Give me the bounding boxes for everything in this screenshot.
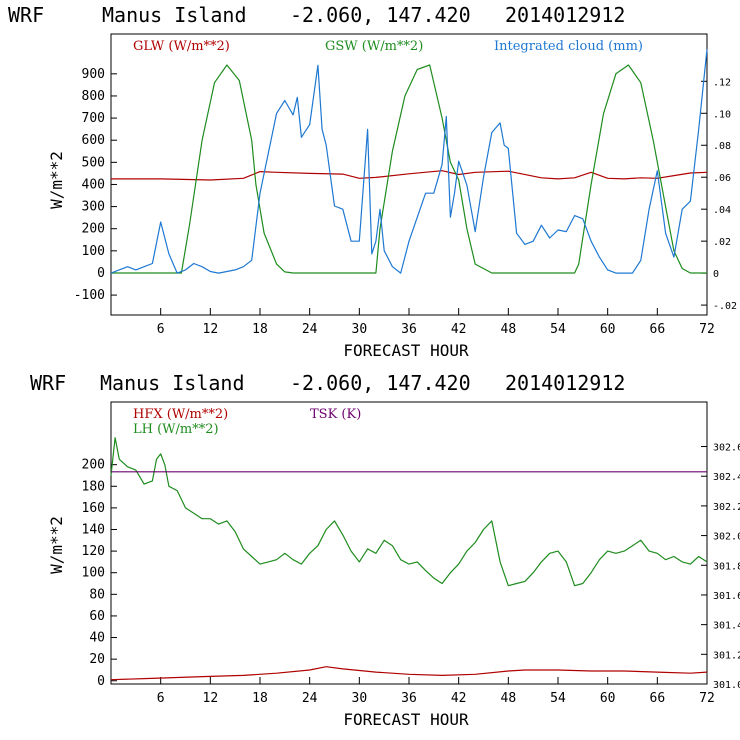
- y-tick-label: 200: [82, 458, 105, 473]
- y2-tick-label: 302.0: [713, 532, 740, 543]
- y2-tick-label: 301.4: [713, 621, 740, 632]
- y-tick-label: 60: [89, 609, 105, 624]
- bot-series-line-hfx: [110, 666, 708, 681]
- y-tick-label: 200: [82, 222, 105, 237]
- x-tick-label: 6: [157, 691, 165, 706]
- y-tick-label: 180: [82, 479, 105, 494]
- chart-bottom-header-run: 2014012912: [505, 371, 625, 395]
- chart-top-header-model: WRF: [8, 3, 44, 27]
- chart-bottom-legend-tsk: TSK (K): [310, 407, 361, 422]
- y-tick-label: 500: [82, 155, 105, 170]
- x-tick-label: 66: [650, 322, 666, 337]
- x-tick-label: 6: [157, 322, 165, 337]
- y-tick-label: -100: [74, 288, 105, 303]
- chart-top-x-label: FORECAST HOUR: [343, 341, 469, 360]
- y2-tick-label: 0: [713, 269, 719, 280]
- chart-bottom-header-location: Manus Island: [100, 371, 245, 395]
- x-tick-label: 54: [550, 322, 566, 337]
- x-tick-label: 30: [352, 322, 368, 337]
- top-series-line-gsw: [111, 64, 707, 274]
- y2-tick-label: .08: [713, 141, 731, 152]
- y-tick-label: 800: [82, 89, 105, 104]
- y-tick-label: 700: [82, 111, 105, 126]
- x-tick-label: 42: [451, 322, 467, 337]
- chart-bottom-legend-lh: LH (W/m**2): [133, 422, 219, 437]
- y2-tick-label: -.02: [713, 301, 737, 312]
- y-tick-label: 40: [89, 631, 105, 646]
- x-tick-label: 72: [699, 691, 715, 706]
- y-tick-label: 80: [89, 587, 105, 602]
- y2-tick-label: 301.8: [713, 561, 740, 572]
- chart-top-series: [110, 49, 708, 274]
- chart-top-legend-glw: GLW (W/m**2): [133, 39, 230, 54]
- x-tick-label: 12: [203, 322, 219, 337]
- x-tick-label: 36: [401, 322, 417, 337]
- top-series-line-glw: [111, 170, 708, 181]
- chart-top-y2-ticks: -.02 0 .02 .04 .06 .08 .10 .12: [701, 77, 737, 312]
- chart-top-legend-cloud: Integrated cloud (mm): [494, 39, 643, 54]
- bot-series-line-lh: [110, 437, 708, 587]
- chart-top-header-location: Manus Island: [102, 3, 247, 27]
- y-tick-label: 0: [97, 266, 105, 281]
- x-tick-label: 66: [650, 691, 666, 706]
- chart-bottom-series: [110, 437, 708, 681]
- chart-top-header-run: 2014012912: [505, 3, 625, 27]
- x-tick-label: 60: [600, 691, 616, 706]
- x-tick-label: 18: [252, 322, 268, 337]
- x-tick-label: 30: [352, 691, 368, 706]
- y2-tick-label: .12: [713, 77, 731, 88]
- x-tick-label: 24: [302, 691, 318, 706]
- y2-tick-label: 302.4: [713, 472, 740, 483]
- chart-bottom-header-coords: -2.060, 147.420: [290, 371, 471, 395]
- chart-top-y-label: W/m**2: [47, 151, 66, 209]
- y-tick-label: 20: [89, 652, 105, 667]
- y2-tick-label: 302.6: [713, 443, 740, 454]
- y-tick-label: 0: [97, 674, 105, 689]
- chart-bottom-y-label: W/m**2: [47, 516, 66, 574]
- x-tick-label: 48: [501, 322, 517, 337]
- chart-top: WRF Manus Island -2.060, 147.420 2014012…: [8, 3, 737, 360]
- chart-bottom-plot-frame: [110, 401, 708, 685]
- x-tick-label: 36: [401, 691, 417, 706]
- chart-bottom-y-ticks: 0 20 40 60 80 100 120 140 160 180 200: [82, 458, 117, 689]
- y2-tick-label: .10: [713, 109, 731, 120]
- chart-bottom-header-model: WRF: [30, 371, 66, 395]
- x-tick-label: 54: [550, 691, 566, 706]
- chart-bottom: WRF Manus Island -2.060, 147.420 2014012…: [30, 371, 740, 729]
- x-tick-label: 48: [501, 691, 517, 706]
- y2-tick-label: .02: [713, 237, 731, 248]
- x-tick-label: 72: [699, 322, 715, 337]
- y2-tick-label: .06: [713, 173, 731, 184]
- chart-top-header-coords: -2.060, 147.420: [290, 3, 471, 27]
- x-tick-label: 42: [451, 691, 467, 706]
- y-tick-label: 900: [82, 67, 105, 82]
- y-tick-label: 140: [82, 522, 105, 537]
- chart-top-legend-gsw: GSW (W/m**2): [325, 39, 423, 54]
- x-tick-label: 60: [600, 322, 616, 337]
- y-tick-label: 100: [82, 244, 105, 259]
- y-tick-label: 400: [82, 177, 105, 192]
- y-tick-label: 100: [82, 566, 105, 581]
- y2-tick-label: 302.2: [713, 502, 740, 513]
- y-tick-label: 300: [82, 200, 105, 215]
- y-tick-label: 160: [82, 501, 105, 516]
- x-tick-label: 24: [302, 322, 318, 337]
- chart-top-x-ticks: 6 12 18 24 30 36 42 48 54 60 66 72: [157, 308, 715, 337]
- y2-tick-label: 301.0: [713, 680, 740, 691]
- y2-tick-label: 301.6: [713, 591, 740, 602]
- chart-bottom-x-ticks: 6 12 18 24 30 36 42 48 54 60 66 72: [157, 677, 715, 706]
- chart-bottom-y2-ticks: 301.0 301.2 301.4 301.6 301.8 302.0 302.2 302.4…: [701, 443, 740, 691]
- top-series-line-cloud: [110, 49, 708, 274]
- x-tick-label: 18: [252, 691, 268, 706]
- chart-top-y-ticks: -100 0 100 200 300 400 500 600 700 800 900: [74, 67, 117, 303]
- x-tick-label: 12: [203, 691, 219, 706]
- y-tick-label: 120: [82, 544, 105, 559]
- chart-bottom-x-label: FORECAST HOUR: [343, 710, 469, 729]
- y2-tick-label: .04: [713, 205, 731, 216]
- y2-tick-label: 301.2: [713, 650, 740, 661]
- chart-bottom-legend-hfx: HFX (W/m**2): [133, 407, 228, 422]
- y-tick-label: 600: [82, 133, 105, 148]
